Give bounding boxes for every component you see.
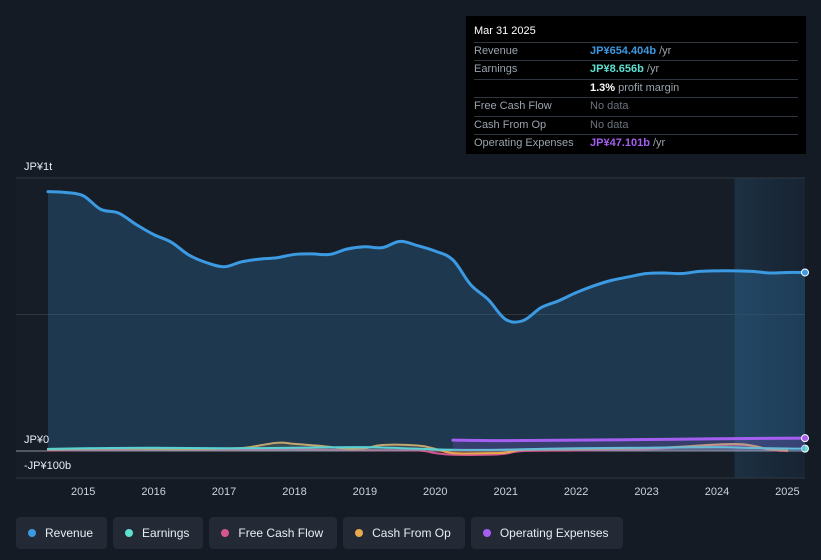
x-tick-label: 2019	[353, 486, 377, 498]
forecast-shading	[734, 178, 805, 478]
legend-dot-icon	[125, 529, 134, 537]
x-tick-label: 2016	[141, 486, 165, 498]
grid	[16, 177, 805, 479]
legend-dot-icon	[482, 529, 491, 537]
legend-item-cash-from-op[interactable]: Cash From Op	[343, 517, 465, 549]
tooltip-row: Free Cash Flow No data	[474, 98, 798, 117]
tooltip-row-value: JP¥47.101b /yr	[590, 136, 666, 149]
x-tick-label: 2025	[775, 486, 799, 498]
legend-label: Free Cash Flow	[238, 526, 324, 540]
x-tick-label: 2023	[634, 486, 658, 498]
legend-item-revenue[interactable]: Revenue	[16, 517, 108, 549]
tooltip-row-value: JP¥654.404b /yr	[590, 45, 672, 57]
earnings-line	[47, 446, 806, 451]
x-tick-label: 2021	[493, 486, 517, 498]
axis-labels: JP¥1t JP¥0 -JP¥100b 2015 2016 2017 2018 2019 202…	[24, 161, 800, 498]
plot-background	[16, 178, 805, 478]
operating-expenses-line	[451, 436, 807, 443]
legend-dot-icon	[221, 529, 230, 537]
operating-expenses-endpoint	[801, 434, 809, 443]
tooltip-row-label: Cash From Op	[474, 118, 547, 131]
legend-dot-icon	[28, 529, 36, 537]
tooltip-row-value: No data	[590, 100, 629, 113]
x-tick-label: 2015	[71, 486, 95, 498]
tooltip-row-label: Free Cash Flow	[474, 100, 552, 113]
tooltip-row-value: 1.3% profit margin	[590, 81, 680, 94]
x-tick-label: 2020	[423, 486, 447, 498]
tooltip-date: Mar 31 2025	[474, 22, 798, 43]
legend-item-operating-expenses[interactable]: Operating Expenses	[470, 517, 623, 549]
legend-label: Revenue	[45, 526, 94, 540]
legend-item-earnings[interactable]: Earnings	[113, 517, 204, 549]
legend: Revenue Earnings Free Cash Flow Cash From O…	[16, 517, 623, 549]
legend-label: Cash From Op	[372, 526, 451, 540]
x-tick-label: 2017	[212, 486, 236, 498]
legend-label: Earnings	[142, 526, 190, 540]
legend-label: Operating Expenses	[499, 526, 609, 540]
chart-area: JP¥1t JP¥0 -JP¥100b 2015 2016 2017 2018 2019 202…	[16, 161, 809, 498]
data-tooltip: Mar 31 2025 Revenue JP¥654.404b /yr Earnin…	[466, 16, 806, 154]
y-axis-label: -JP¥100b	[24, 460, 71, 472]
tooltip-row-value: JP¥8.656b /yr	[590, 63, 660, 76]
tooltip-row-label: Earnings	[474, 63, 518, 76]
tooltip-row-label: Revenue	[474, 45, 519, 57]
tooltip-row-label: Operating Expenses	[474, 136, 574, 149]
tooltip-row: Cash From Op No data	[474, 117, 798, 135]
earnings-endpoint	[801, 444, 809, 453]
x-tick-label: 2024	[705, 486, 729, 498]
tooltip-row: Operating Expenses JP¥47.101b /yr	[474, 135, 798, 152]
revenue-endpoint	[801, 268, 809, 277]
x-tick-label: 2022	[564, 486, 588, 498]
tooltip-row: Earnings JP¥8.656b /yr	[474, 61, 798, 80]
series-group	[46, 190, 809, 456]
y-axis-label: JP¥1t	[24, 161, 52, 173]
tooltip-row-value: No data	[590, 118, 629, 131]
legend-dot-icon	[355, 529, 364, 537]
legend-item-free-cash-flow[interactable]: Free Cash Flow	[209, 517, 338, 549]
tooltip-row: 1.3% profit margin	[474, 80, 798, 99]
tooltip-row: Revenue JP¥654.404b /yr	[474, 43, 798, 62]
revenue-area	[48, 191, 805, 451]
y-axis-label: JP¥0	[24, 434, 49, 446]
tooltip-row-label	[474, 80, 590, 97]
revenue-line	[46, 190, 807, 324]
x-tick-label: 2018	[282, 486, 306, 498]
